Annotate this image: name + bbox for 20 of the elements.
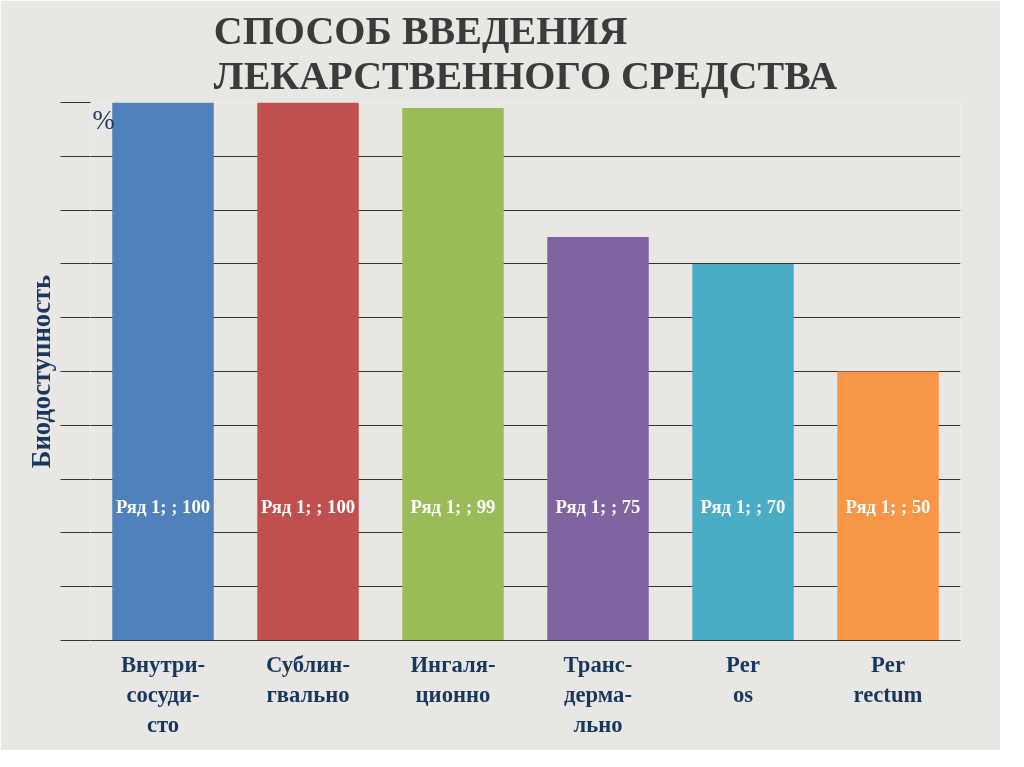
bar [402,107,504,641]
data-label: Ряд 1; ; 99 [410,495,496,517]
bar [692,263,794,641]
data-label: Ряд 1; ; 70 [700,495,786,517]
data-label: Ряд 1; ; 100 [115,495,211,517]
x-tick-label: Per rectum [853,651,923,707]
y-axis-title: Биодоступность [25,274,56,469]
bar [257,102,359,641]
chart-title: СПОСОБ ВВЕДЕНИЯ ЛЕКАРСТВЕННОГО СРЕДСТВА [213,7,838,98]
x-tick-label: Внутри- сосуди- сто [120,651,206,737]
x-tick-label: Сублин- гвально [266,651,350,707]
data-label: Ряд 1; ; 50 [845,495,931,517]
x-tick-label: Транс- дерма- льно [563,651,633,737]
bar [837,371,939,641]
data-label: Ряд 1; ; 100 [260,495,356,517]
data-label: Ряд 1; ; 75 [555,495,641,517]
bar [547,237,649,641]
x-tick-label: Ингаля- ционно [410,651,496,707]
bar [112,102,214,641]
x-tick-label: Per os [726,651,760,707]
